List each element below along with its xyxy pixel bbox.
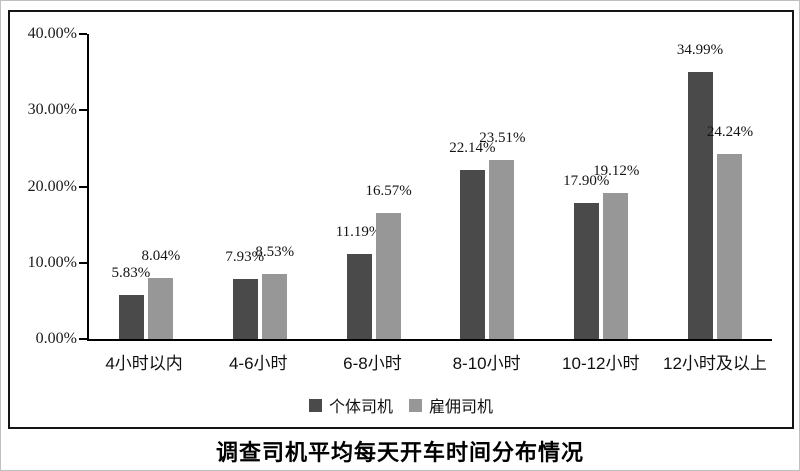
x-tick-label: 4-6小时 — [228, 354, 288, 373]
plot-area: 40.00% 30.00% 20.00% 10.00% 0.00% 5.83% 8.04%… — [28, 25, 772, 347]
y-tick-mark — [79, 33, 87, 35]
chart-title: 调查司机平均每天开车时间分布情况 — [215, 440, 584, 465]
bar-雇佣司机 — [147, 277, 173, 339]
value-label: 17.90% — [563, 172, 610, 189]
bar-group: 11.19% 16.57% — [317, 34, 431, 339]
y-tick-label: 30.00% — [27, 101, 77, 119]
legend-item-employed-drivers: 雇佣司机 — [409, 393, 493, 417]
bar-雇佣司机 — [717, 154, 743, 339]
bar-group: 34.99% 24.24% — [658, 34, 772, 339]
legend: 个体司机 雇佣司机 — [10, 393, 792, 417]
bar-group: 22.14% 23.51% — [430, 34, 544, 339]
bar-groups: 5.83% 8.04% 7.93% 8.53% 11.19% 16.57% 22.14% 23… — [89, 34, 772, 339]
legend-swatch-employed-drivers — [409, 398, 422, 412]
y-tick-mark — [79, 338, 87, 340]
bar-group: 7.93% 8.53% — [203, 34, 317, 339]
legend-label: 个体司机 — [328, 399, 393, 416]
value-label: 22.14% — [449, 140, 496, 157]
y-tick-label: 20.00% — [27, 177, 77, 195]
x-tick-label: 12小时及以上 — [662, 354, 767, 373]
value-label: 19.12% — [593, 163, 640, 180]
value-label: 8.04% — [141, 247, 181, 264]
value-label: 34.99% — [676, 42, 724, 59]
value-label: 24.24% — [706, 124, 754, 141]
bar-个体司机 — [688, 72, 714, 339]
bar-个体司机 — [460, 170, 486, 339]
y-tick-mark — [79, 185, 87, 188]
value-label: 5.83% — [111, 264, 151, 281]
bar-雇佣司机 — [261, 273, 287, 339]
value-label: 11.19% — [335, 223, 382, 240]
legend-item-individual-drivers: 个体司机 — [308, 393, 393, 417]
bar-group: 17.90% 19.12% — [544, 34, 658, 339]
bar-雇佣司机 — [489, 159, 515, 339]
y-tick-label: 0.00% — [35, 330, 77, 347]
y-tick-label: 10.00% — [27, 253, 77, 271]
legend-label: 雇佣司机 — [429, 399, 494, 416]
value-label: 16.57% — [365, 182, 412, 199]
value-label: 8.53% — [255, 243, 295, 260]
value-label: 7.93% — [225, 248, 265, 265]
x-tick-label: 8-10小时 — [452, 354, 521, 373]
bar-个体司机 — [118, 294, 144, 339]
bar-个体司机 — [574, 202, 600, 339]
x-tick-label: 4小时以内 — [105, 354, 183, 373]
bar-group: 5.83% 8.04% — [89, 34, 203, 339]
x-axis-labels: 4小时以内 4-6小时 6-8小时 8-10小时 10-12小时 12小时及以上 — [87, 349, 772, 374]
bar-个体司机 — [232, 278, 258, 339]
y-tick-mark — [79, 261, 87, 264]
bar-雇佣司机 — [603, 193, 629, 339]
value-label: 23.51% — [479, 129, 526, 146]
y-tick-mark — [79, 109, 87, 112]
bar-雇佣司机 — [375, 212, 401, 339]
chart-frame: 40.00% 30.00% 20.00% 10.00% 0.00% 5.83% 8.04%… — [8, 10, 794, 429]
y-tick-label: 40.00% — [27, 25, 77, 42]
bar-个体司机 — [346, 253, 372, 339]
x-tick-label: 6-8小时 — [343, 354, 402, 373]
legend-swatch-individual-drivers — [308, 398, 322, 412]
x-tick-label: 10-12小时 — [562, 354, 640, 373]
